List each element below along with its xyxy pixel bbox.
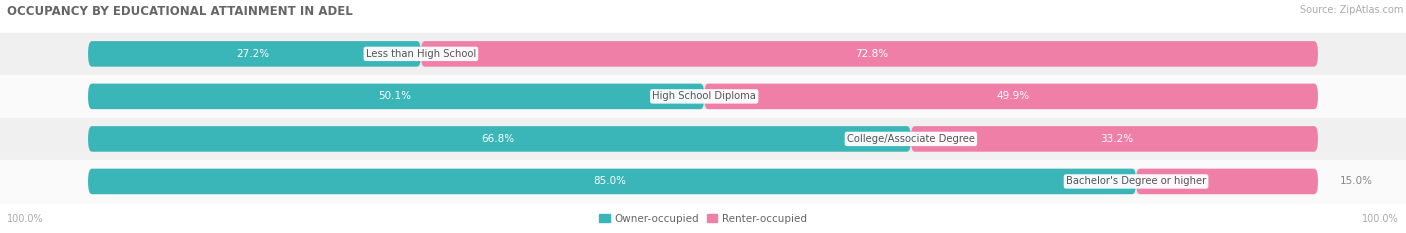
FancyBboxPatch shape — [420, 41, 1317, 67]
FancyBboxPatch shape — [89, 169, 1317, 194]
Legend: Owner-occupied, Renter-occupied: Owner-occupied, Renter-occupied — [595, 209, 811, 228]
FancyBboxPatch shape — [89, 126, 1317, 152]
FancyBboxPatch shape — [911, 126, 1317, 152]
Text: OCCUPANCY BY EDUCATIONAL ATTAINMENT IN ADEL: OCCUPANCY BY EDUCATIONAL ATTAINMENT IN A… — [7, 5, 353, 18]
FancyBboxPatch shape — [89, 41, 420, 67]
Bar — [0, 75, 1406, 118]
FancyBboxPatch shape — [1136, 169, 1317, 194]
Bar — [0, 160, 1406, 203]
FancyBboxPatch shape — [89, 126, 911, 152]
Bar — [0, 33, 1406, 75]
Text: College/Associate Degree: College/Associate Degree — [846, 134, 974, 144]
Text: 15.0%: 15.0% — [1340, 176, 1374, 186]
FancyBboxPatch shape — [704, 84, 1317, 109]
Text: 49.9%: 49.9% — [997, 91, 1029, 101]
Text: 100.0%: 100.0% — [1362, 214, 1399, 224]
Text: 66.8%: 66.8% — [481, 134, 515, 144]
Text: 85.0%: 85.0% — [593, 176, 627, 186]
FancyBboxPatch shape — [89, 84, 704, 109]
Text: Source: ZipAtlas.com: Source: ZipAtlas.com — [1299, 5, 1403, 15]
FancyBboxPatch shape — [89, 41, 1317, 67]
FancyBboxPatch shape — [89, 84, 1317, 109]
Text: 72.8%: 72.8% — [855, 49, 887, 59]
Text: 33.2%: 33.2% — [1099, 134, 1133, 144]
Text: Less than High School: Less than High School — [366, 49, 477, 59]
Text: 100.0%: 100.0% — [7, 214, 44, 224]
Text: 50.1%: 50.1% — [378, 91, 411, 101]
Bar — [0, 118, 1406, 160]
Text: High School Diploma: High School Diploma — [652, 91, 756, 101]
Text: Bachelor's Degree or higher: Bachelor's Degree or higher — [1066, 176, 1206, 186]
Text: 27.2%: 27.2% — [236, 49, 269, 59]
FancyBboxPatch shape — [89, 169, 1136, 194]
